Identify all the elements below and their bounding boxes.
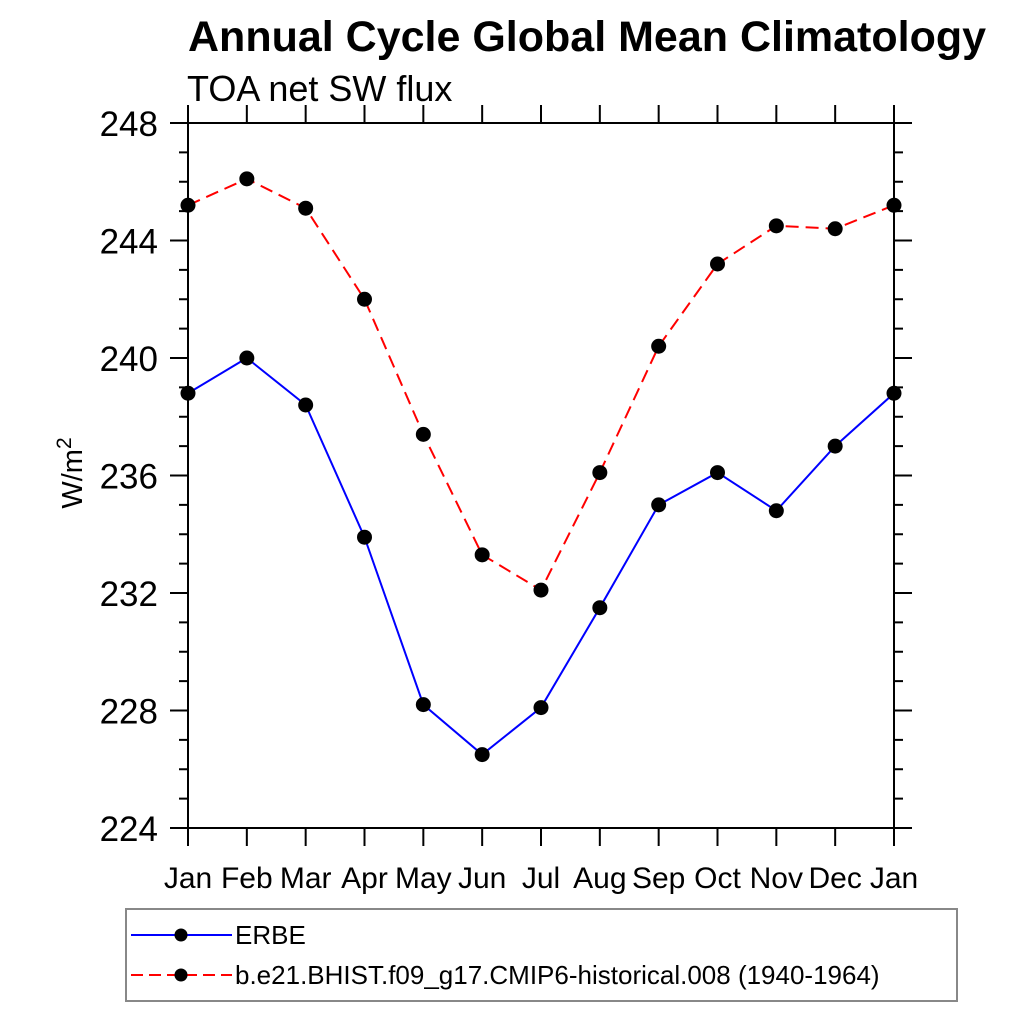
legend-marker-dot bbox=[174, 928, 188, 942]
y-tick-label: 248 bbox=[100, 105, 158, 144]
data-point-marker bbox=[827, 221, 843, 237]
data-point-marker bbox=[474, 547, 490, 563]
y-axis-ticks: 224 228 232 236 240 244 248 bbox=[100, 105, 912, 849]
data-point-marker bbox=[827, 438, 843, 454]
x-tick-label: Jun bbox=[458, 862, 506, 895]
data-point-marker bbox=[533, 582, 549, 598]
data-point-marker bbox=[357, 529, 372, 545]
x-tick-label: Feb bbox=[221, 862, 273, 895]
y-tick-label: 232 bbox=[100, 575, 158, 614]
x-tick-label: Jan bbox=[164, 862, 212, 895]
data-point-marker bbox=[651, 497, 667, 513]
legend-line-sample-erbe bbox=[131, 928, 232, 942]
legend-marker-dot bbox=[174, 968, 188, 982]
y-axis-label: W/m2 bbox=[53, 437, 89, 508]
data-point-marker bbox=[533, 700, 549, 716]
legend-item-model: b.e21.BHIST.f09_g17.CMIP6-historical.008… bbox=[130, 955, 956, 995]
data-point-marker bbox=[651, 338, 667, 354]
data-point-marker bbox=[592, 465, 608, 481]
data-point-marker bbox=[298, 397, 314, 413]
legend-line-sample-model bbox=[131, 968, 232, 982]
x-tick-label: Jul bbox=[522, 862, 560, 895]
series-0-line bbox=[187, 356, 895, 756]
data-point-marker bbox=[592, 600, 608, 616]
y-tick-label: 240 bbox=[100, 340, 158, 379]
y-tick-label: 224 bbox=[100, 810, 158, 849]
data-point-marker bbox=[298, 200, 314, 216]
data-point-marker bbox=[239, 171, 255, 187]
series-1-line bbox=[187, 177, 895, 592]
x-tick-label: Jan bbox=[870, 862, 918, 895]
chart-title: Annual Cycle Global Mean Climatology bbox=[188, 13, 987, 61]
chart-subtitle: TOA net SW flux bbox=[187, 68, 453, 109]
y-tick-label: 244 bbox=[100, 223, 158, 262]
data-point-marker bbox=[415, 426, 431, 442]
x-tick-label: Oct bbox=[694, 862, 741, 895]
data-point-marker bbox=[710, 256, 725, 272]
legend-item-erbe: ERBE bbox=[130, 915, 956, 955]
x-tick-label: Dec bbox=[808, 862, 861, 895]
x-tick-label: May bbox=[395, 862, 452, 895]
data-point-marker bbox=[239, 350, 255, 366]
axis-frame bbox=[187, 122, 895, 829]
x-tick-label: Apr bbox=[341, 862, 388, 895]
series-1 bbox=[180, 171, 902, 598]
data-point-marker bbox=[180, 197, 196, 213]
data-point-marker bbox=[768, 503, 784, 519]
data-point-marker bbox=[357, 291, 372, 307]
data-point-marker bbox=[768, 218, 784, 234]
series-0 bbox=[180, 350, 902, 763]
x-tick-label: Aug bbox=[573, 862, 626, 895]
y-tick-label: 228 bbox=[100, 693, 158, 732]
x-axis-ticks: Jan Feb Mar Apr May Jun Jul Aug Sep Oct Nov Dec Jan bbox=[164, 105, 918, 895]
legend-label-erbe: ERBE bbox=[235, 920, 306, 950]
data-point-marker bbox=[886, 197, 902, 213]
data-point-marker bbox=[415, 697, 431, 713]
y-tick-label: 236 bbox=[100, 458, 158, 497]
data-point-marker bbox=[710, 465, 725, 481]
data-point-marker bbox=[474, 747, 490, 763]
x-tick-label: Mar bbox=[280, 862, 332, 895]
x-tick-label: Sep bbox=[632, 862, 685, 895]
x-tick-label: Nov bbox=[750, 862, 803, 895]
legend-label-model: b.e21.BHIST.f09_g17.CMIP6-historical.008… bbox=[235, 960, 880, 990]
data-point-marker bbox=[886, 385, 902, 401]
data-point-marker bbox=[180, 385, 196, 401]
legend: ERBE b.e21.BHIST.f09_g17.CMIP6-historica… bbox=[125, 908, 958, 1002]
